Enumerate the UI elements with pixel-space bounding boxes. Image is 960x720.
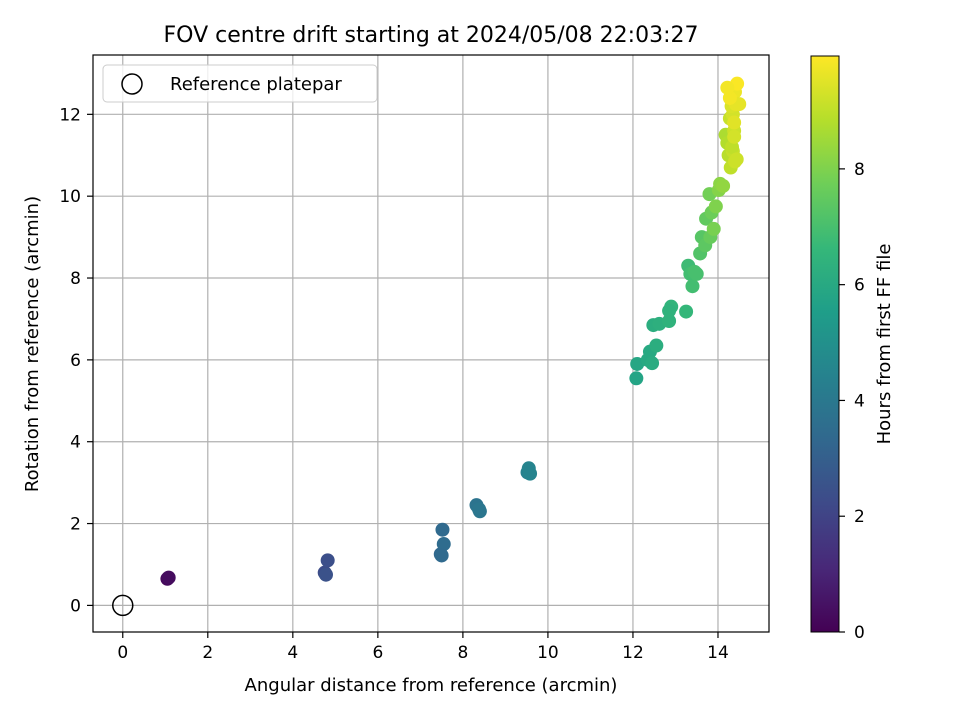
reference-platepar-marker xyxy=(112,594,134,617)
reference-layer xyxy=(112,594,134,617)
y-tick-label: 10 xyxy=(59,187,81,207)
y-axis-label: Rotation from reference (arcmin) xyxy=(22,196,43,492)
legend-box xyxy=(102,64,378,103)
legend-reference-marker xyxy=(121,73,143,95)
x-tick-label: 12 xyxy=(622,643,644,663)
data-point xyxy=(706,221,721,236)
data-points xyxy=(160,76,747,586)
x-tick-label: 10 xyxy=(537,643,559,663)
colorbar-tick-label: 0 xyxy=(854,623,865,643)
plot-frame xyxy=(92,54,770,633)
data-point xyxy=(523,466,538,481)
colorbar-gradient xyxy=(810,55,840,633)
y-tick-label: 0 xyxy=(70,596,81,616)
data-point xyxy=(629,371,644,386)
data-point xyxy=(161,570,176,585)
y-tick-label: 8 xyxy=(70,269,81,289)
colorbar-tick-label: 2 xyxy=(854,507,865,527)
data-point xyxy=(645,356,660,371)
x-tick-label: 0 xyxy=(117,643,128,663)
data-point xyxy=(320,553,335,568)
x-axis-label: Angular distance from reference (arcmin) xyxy=(245,675,618,696)
data-point xyxy=(436,537,451,552)
colorbar-label: Hours from first FF file xyxy=(874,244,895,445)
data-point xyxy=(649,338,664,353)
colorbar-tick-label: 6 xyxy=(854,276,865,296)
chart-title: FOV centre drift starting at 2024/05/08 … xyxy=(164,23,699,48)
x-tick-label: 2 xyxy=(202,643,213,663)
data-point xyxy=(685,279,700,294)
data-point xyxy=(727,129,742,144)
data-point xyxy=(689,266,704,281)
x-tick-label: 6 xyxy=(372,643,383,663)
x-tick-label: 14 xyxy=(707,643,729,663)
data-point xyxy=(720,80,735,95)
x-tick-label: 4 xyxy=(287,643,298,663)
y-axis-ticks: 0 2 4 6 8 10 12 xyxy=(59,105,93,616)
grid-lines xyxy=(93,55,769,632)
x-tick-label: 8 xyxy=(457,643,468,663)
data-point xyxy=(727,115,742,130)
data-point xyxy=(630,356,645,371)
legend-entry-reference: Reference platepar xyxy=(170,74,342,95)
data-point xyxy=(708,199,723,214)
legend: Reference platepar xyxy=(102,64,378,103)
data-point xyxy=(729,152,744,167)
colorbar-tick-label: 4 xyxy=(854,391,865,411)
data-point xyxy=(472,502,487,517)
y-tick-label: 2 xyxy=(70,515,81,535)
data-point xyxy=(662,303,677,318)
colorbar: 0 2 4 6 8 Hours from first FF file xyxy=(810,55,895,643)
y-tick-label: 12 xyxy=(59,105,81,125)
colorbar-tick-label: 8 xyxy=(854,160,865,180)
y-tick-label: 6 xyxy=(70,351,81,371)
data-point xyxy=(679,304,694,319)
x-axis-ticks: 0 2 4 6 8 10 12 14 xyxy=(117,632,729,663)
colorbar-ticks: 0 2 4 6 8 xyxy=(839,160,865,643)
y-tick-label: 4 xyxy=(70,433,81,453)
data-point xyxy=(435,522,450,537)
data-point xyxy=(318,567,333,582)
data-point xyxy=(662,313,677,328)
data-point xyxy=(716,178,731,193)
data-point xyxy=(434,548,449,563)
